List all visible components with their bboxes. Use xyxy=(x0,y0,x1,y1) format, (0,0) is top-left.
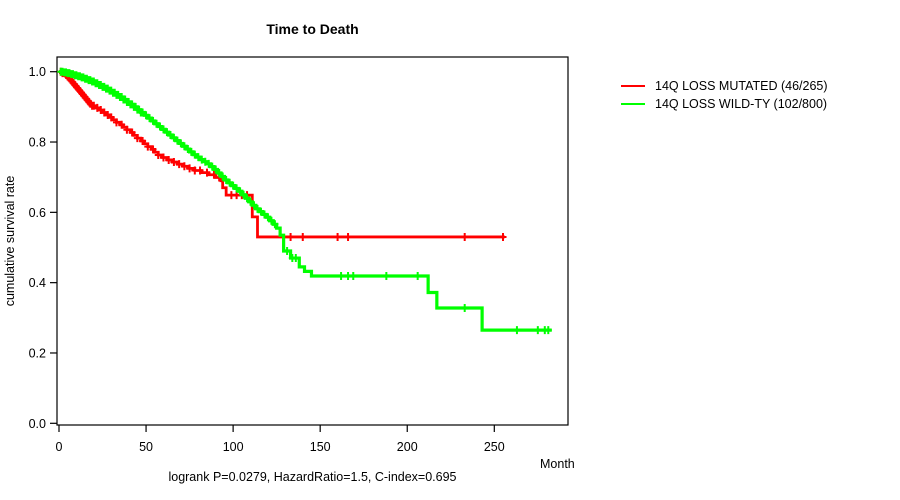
x-tick-label: 100 xyxy=(223,440,244,454)
legend-line-swatch xyxy=(621,85,645,87)
x-tick-label: 150 xyxy=(310,440,331,454)
y-tick-label: 0.8 xyxy=(29,136,46,150)
censor-marks-mutated xyxy=(57,67,507,241)
legend-label: 14Q LOSS MUTATED (46/265) xyxy=(655,79,828,93)
legend-label: 14Q LOSS WILD-TY (102/800) xyxy=(655,97,828,111)
y-tick-label: 0.4 xyxy=(29,276,46,290)
x-axis-title: Month xyxy=(540,457,575,471)
x-tick-label: 200 xyxy=(397,440,418,454)
y-tick-label: 1.0 xyxy=(29,65,46,79)
legend: 14Q LOSS MUTATED (46/265) 14Q LOSS WILD-T… xyxy=(621,77,828,113)
legend-entry: 14Q LOSS MUTATED (46/265) xyxy=(621,77,828,95)
stats-footnote: logrank P=0.0279, HazardRatio=1.5, C-ind… xyxy=(168,470,457,484)
plot-box xyxy=(56,56,569,426)
x-tick-label: 250 xyxy=(484,440,505,454)
x-tick-label: 50 xyxy=(139,440,153,454)
x-tick-label: 0 xyxy=(56,440,63,454)
censor-marks-wildtype xyxy=(57,67,552,335)
y-tick-label: 0.0 xyxy=(29,417,46,431)
legend-line-swatch xyxy=(621,103,645,105)
chart-title: Time to Death xyxy=(266,21,359,37)
y-axis-title: cumulative survival rate xyxy=(3,176,17,307)
y-tick-label: 0.6 xyxy=(29,206,46,220)
legend-entry: 14Q LOSS WILD-TY (102/800) xyxy=(621,95,828,113)
y-tick-label: 0.2 xyxy=(29,346,46,360)
